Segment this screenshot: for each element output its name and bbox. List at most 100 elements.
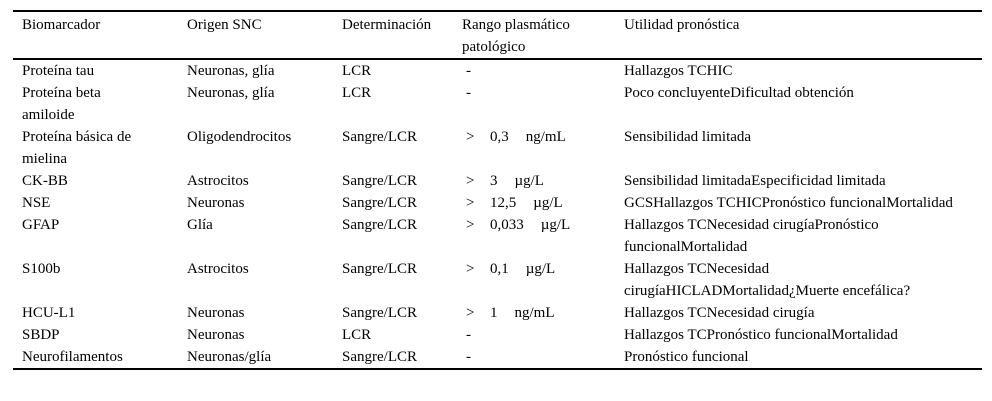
rango-unit: µg/L <box>533 195 563 211</box>
rango-unit: µg/L <box>525 261 556 277</box>
cell-biomarcador: S100b <box>22 258 187 302</box>
biomarcador-text: NSE <box>22 195 51 211</box>
rango-comparator: - <box>466 349 471 365</box>
biomarcador-text: GFAP <box>22 217 60 233</box>
table-body: Proteína tau Neuronas, glía LCR - Hallaz… <box>13 60 982 368</box>
cell-utilidad-pronostica: Hallazgos TCNecesidad cirugíaPronóstico … <box>624 217 879 255</box>
biomarcador-text: SBDP <box>22 327 60 343</box>
cell-determinacion: Sangre/LCR <box>342 349 417 365</box>
cell-biomarcador: SBDP <box>22 324 187 346</box>
cell-determinacion: Sangre/LCR <box>342 261 417 277</box>
rango-comparator: - <box>466 63 471 79</box>
rango-value: 0,3 <box>490 129 509 145</box>
cell-rango-plasmatico: - <box>462 346 624 368</box>
cell-biomarcador: GFAP <box>22 214 187 258</box>
cell-origen-snc: Glía <box>187 217 213 233</box>
table-row: Proteína básica de mielina Oligodendroci… <box>13 126 982 170</box>
table-row: Neurofilamentos Neuronas/glía Sangre/LCR… <box>13 346 982 368</box>
rango-value: 12,5 <box>490 195 517 211</box>
cell-utilidad-pronostica: Hallazgos TCNecesidad cirugía <box>624 305 815 321</box>
rango-value: 1 <box>490 305 498 321</box>
cell-rango-plasmatico: >12,5 µg/L <box>462 192 624 214</box>
cell-determinacion: LCR <box>342 327 372 343</box>
cell-utilidad-pronostica: Hallazgos TCPronóstico funcionalMortalid… <box>624 327 898 343</box>
cell-determinacion: LCR <box>342 85 372 101</box>
biomarcador-text: CK-BB <box>22 173 68 189</box>
rango-unit: ng/mL <box>525 129 566 145</box>
table-row: S100b Astrocitos Sangre/LCR >0,1 µg/L Hal… <box>13 258 982 302</box>
rango-comparator: > <box>466 173 475 189</box>
cell-biomarcador: Proteína tau <box>22 60 187 82</box>
cell-determinacion: LCR <box>342 63 372 79</box>
cell-determinacion: Sangre/LCR <box>342 305 417 321</box>
cell-utilidad-pronostica: Hallazgos TCNecesidad cirugíaHICLADMorta… <box>624 261 911 299</box>
cell-rango-plasmatico: >1 ng/mL <box>462 302 624 324</box>
cell-utilidad-pronostica: GCSHallazgos TCHICPronóstico funcionalMo… <box>624 195 953 211</box>
cell-determinacion: Sangre/LCR <box>342 195 417 211</box>
biomarcador-text: HCU-L1 <box>22 305 76 321</box>
cell-biomarcador: Proteína básica de mielina <box>22 126 187 170</box>
table-header-row: Biomarcador Origen SNC Determinación Ran… <box>13 12 982 60</box>
table-row: GFAP Glía Sangre/LCR >0,033 µg/L Hallazgo… <box>13 214 982 258</box>
table-row: NSE Neuronas Sangre/LCR >12,5 µg/L GCSHal… <box>13 192 982 214</box>
table-row: Proteína tau Neuronas, glía LCR - Hallaz… <box>13 60 982 82</box>
cell-determinacion: Sangre/LCR <box>342 173 417 189</box>
cell-origen-snc: Neuronas, glía <box>187 85 275 101</box>
cell-utilidad-pronostica: Hallazgos TCHIC <box>624 63 733 79</box>
cell-rango-plasmatico: >0,033 µg/L <box>462 214 624 258</box>
cell-utilidad-pronostica: Poco concluyenteDificultad obtención <box>624 85 854 101</box>
cell-origen-snc: Astrocitos <box>187 173 249 189</box>
table-row: Proteína beta amiloide Neuronas, glía LC… <box>13 82 982 126</box>
rango-value: 3 <box>490 173 498 189</box>
header-rango-plasmatico-label: Rango plasmático patológico <box>462 17 570 55</box>
rango-comparator: - <box>466 85 471 101</box>
rango-value: 0,1 <box>490 261 509 277</box>
biomarkers-table: Biomarcador Origen SNC Determinación Ran… <box>13 10 982 370</box>
header-rango-plasmatico: Rango plasmático patológico <box>462 14 624 58</box>
biomarcador-text: Proteína básica de mielina <box>22 129 132 167</box>
rango-comparator: - <box>466 327 471 343</box>
cell-rango-plasmatico: - <box>462 82 624 126</box>
cell-rango-plasmatico: - <box>462 324 624 346</box>
cell-utilidad-pronostica: Sensibilidad limitadaEspecificidad limit… <box>624 173 886 189</box>
rango-comparator: > <box>466 305 475 321</box>
header-utilidad-pronostica: Utilidad pronóstica <box>624 17 740 33</box>
rango-comparator: > <box>466 261 475 277</box>
biomarcador-text: Proteína tau <box>22 63 95 79</box>
header-determinacion: Determinación <box>342 17 432 33</box>
biomarcador-text: Neurofilamentos <box>22 349 123 365</box>
table-row: SBDP Neuronas LCR - Hallazgos TCPronósti… <box>13 324 982 346</box>
cell-rango-plasmatico: >0,3 ng/mL <box>462 126 624 170</box>
cell-utilidad-pronostica: Pronóstico funcional <box>624 349 749 365</box>
cell-origen-snc: Astrocitos <box>187 261 249 277</box>
rango-unit: ng/mL <box>514 305 555 321</box>
cell-rango-plasmatico: >3 µg/L <box>462 170 624 192</box>
header-biomarcador: Biomarcador <box>22 17 101 33</box>
rango-comparator: > <box>466 195 475 211</box>
cell-origen-snc: Neuronas <box>187 327 245 343</box>
rango-comparator: > <box>466 129 475 145</box>
cell-origen-snc: Oligodendrocitos <box>187 129 292 145</box>
cell-determinacion: Sangre/LCR <box>342 217 417 233</box>
cell-origen-snc: Neuronas <box>187 305 245 321</box>
cell-biomarcador: CK-BB <box>22 170 187 192</box>
cell-origen-snc: Neuronas, glía <box>187 63 275 79</box>
cell-biomarcador: Neurofilamentos <box>22 346 187 368</box>
rango-value: 0,033 <box>490 217 524 233</box>
header-origen-snc: Origen SNC <box>187 17 262 33</box>
cell-origen-snc: Neuronas/glía <box>187 349 272 365</box>
table-row: CK-BB Astrocitos Sangre/LCR >3 µg/L Sensi… <box>13 170 982 192</box>
rango-comparator: > <box>466 217 475 233</box>
rango-unit: µg/L <box>540 217 571 233</box>
cell-rango-plasmatico: - <box>462 60 624 82</box>
biomarcador-text: Proteína beta amiloide <box>22 85 101 123</box>
rango-unit: µg/L <box>514 173 544 189</box>
table-row: HCU-L1 Neuronas Sangre/LCR >1 ng/mL Halla… <box>13 302 982 324</box>
biomarcador-text: S100b <box>22 261 61 277</box>
cell-origen-snc: Neuronas <box>187 195 245 211</box>
cell-determinacion: Sangre/LCR <box>342 129 417 145</box>
cell-utilidad-pronostica: Sensibilidad limitada <box>624 129 752 145</box>
cell-biomarcador: HCU-L1 <box>22 302 187 324</box>
cell-biomarcador: Proteína beta amiloide <box>22 82 187 126</box>
